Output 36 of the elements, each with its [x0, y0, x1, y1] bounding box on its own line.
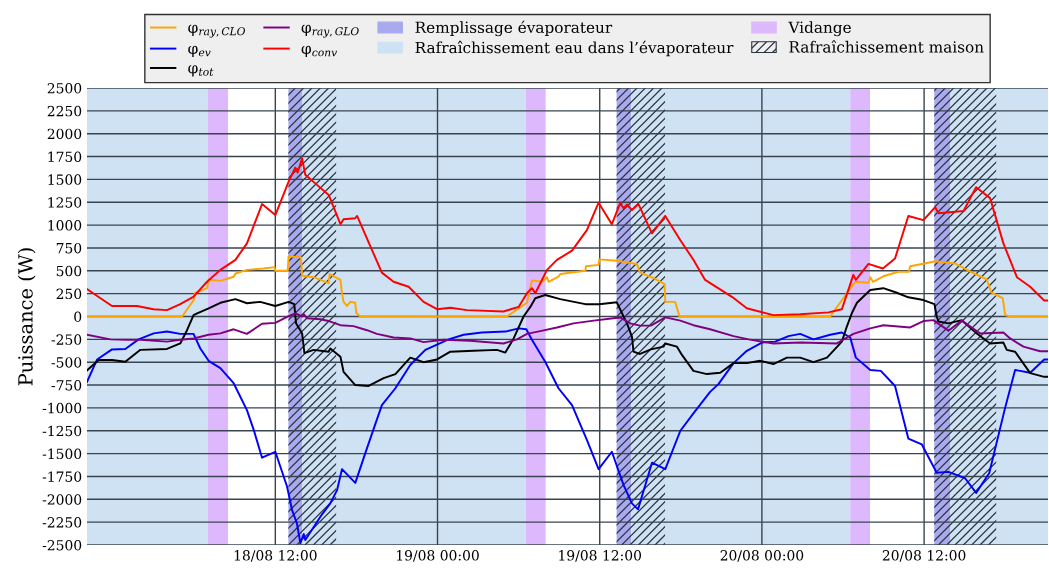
y-tick-label: 1750 [48, 151, 82, 163]
y-tick-label: -2250 [42, 517, 82, 528]
x-tick-label: 20/08 00:00 [720, 550, 804, 562]
legend-label: φ$_{conv}$ [301, 45, 338, 58]
y-tick-label: -1250 [42, 425, 82, 437]
y-tick-label: 1500 [48, 174, 82, 185]
y-tick-label: 500 [56, 265, 82, 277]
legend-label: Remplissage évaporateur [415, 20, 613, 37]
y-tick-label: -250 [51, 334, 82, 345]
legend-label: Rafraîchissement maison [789, 40, 984, 53]
y-tick-label: -500 [51, 357, 82, 368]
y-axis-title: Puissance (W) [17, 248, 36, 386]
y-tick-label: 2500 [47, 82, 82, 94]
y-tick-label: 1250 [48, 197, 82, 208]
x-tick-label: 19/08 00:00 [396, 550, 479, 562]
y-tick-label: -1500 [42, 448, 82, 460]
y-tick-label: -1000 [42, 402, 82, 414]
y-tick-label: 0 [74, 311, 82, 322]
y-tick-label: 2250 [47, 105, 82, 117]
x-tick-label: 20/08 12:00 [882, 550, 966, 562]
legend-label: Vidange [788, 21, 851, 37]
x-tick-label: 18/08 12:00 [234, 550, 317, 562]
legend-label: φ$_{ray,CLO}$ [188, 24, 245, 38]
x-tick-label: 19/08 12:00 [559, 550, 642, 562]
legend-label: φ$_{ev}$ [188, 45, 211, 58]
y-tick-label: 750 [56, 242, 82, 254]
y-tick-label: 250 [56, 288, 82, 300]
y-tick-label: 1000 [48, 220, 82, 231]
y-tick-label: -1750 [42, 471, 82, 482]
y-tick-label: -2500 [42, 539, 82, 551]
legend-label: φ$_{ray,GLO}$ [301, 24, 359, 38]
legend-label: Rafraîchissement eau dans l’évaporateur [415, 40, 734, 57]
legend-label: φ$_{tot}$ [188, 65, 214, 77]
y-tick-label: -750 [51, 380, 82, 391]
y-tick-label: 2000 [47, 128, 82, 140]
y-tick-label: -2000 [42, 494, 82, 505]
